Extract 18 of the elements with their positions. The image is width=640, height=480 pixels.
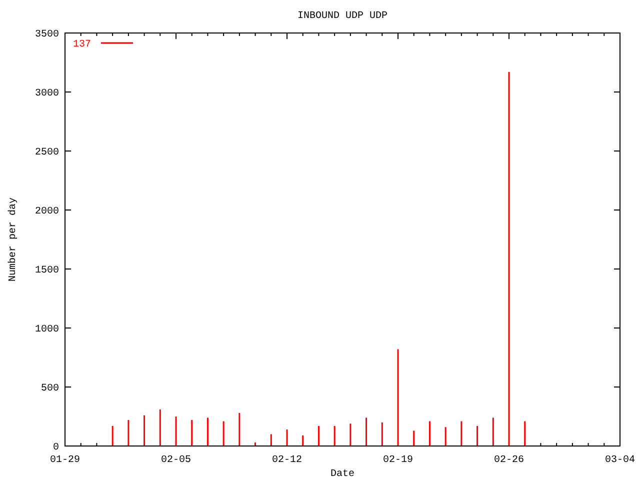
x-tick-label: 02-26: [494, 455, 524, 466]
y-tick-label: 1000: [34, 324, 59, 336]
y-tick-label: 2000: [34, 206, 59, 218]
y-tick-label: 500: [40, 384, 59, 394]
x-tick-label: 03-04: [604, 455, 636, 466]
y-tick-label: 3500: [34, 30, 59, 40]
y-tick-label: 0: [52, 442, 59, 454]
chart-title: INBOUND UDP UDP: [297, 11, 388, 22]
x-tick-label: 02-19: [382, 455, 414, 466]
y-tick-label: 3000: [34, 88, 59, 100]
x-tick-label: 02-12: [272, 455, 302, 466]
y-tick-label: 2500: [34, 148, 59, 158]
legend-label: 137: [73, 40, 92, 50]
x-axis-title: Date: [330, 469, 355, 480]
y-tick-label: 1500: [34, 266, 59, 276]
x-tick-label: 01-29: [50, 455, 80, 466]
y-axis-title: Number per day: [7, 197, 19, 282]
x-tick-label: 02-05: [160, 455, 192, 466]
